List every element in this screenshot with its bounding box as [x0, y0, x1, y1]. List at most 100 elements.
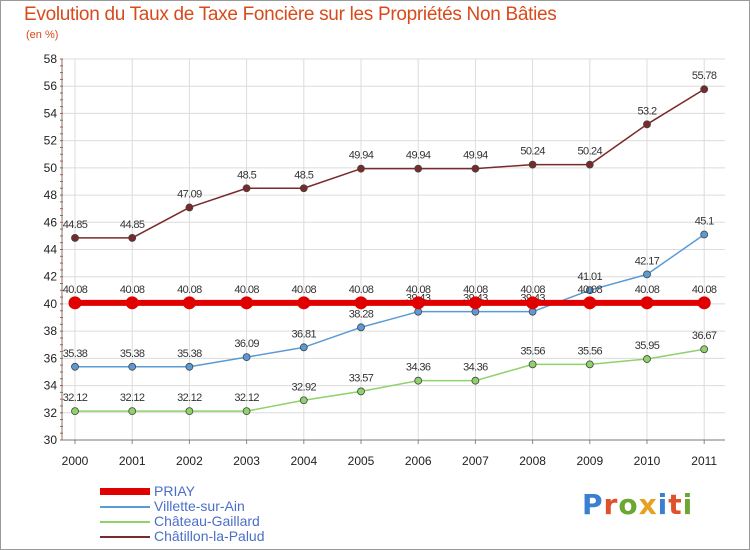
data-point [414, 164, 423, 173]
x-tick-label: 2005 [348, 454, 375, 468]
data-point [128, 234, 137, 242]
data-label: 55.78 [692, 70, 717, 82]
legend-swatch [100, 505, 150, 508]
data-point [71, 234, 79, 242]
data-point [68, 296, 82, 310]
x-tick-label: 2001 [119, 454, 146, 468]
data-label: 32.12 [177, 392, 202, 404]
data-label: 40.08 [692, 284, 717, 296]
data-label: 32.12 [234, 392, 259, 404]
data-label: 40.08 [234, 284, 259, 296]
x-tick-label: 2002 [176, 454, 203, 468]
series-line [75, 233, 705, 368]
y-tick-label: 44 [44, 243, 58, 257]
legend-label: PRIAY [154, 483, 195, 499]
logo-letter: t [668, 488, 683, 521]
data-point [414, 376, 423, 385]
data-label: 47.09 [177, 188, 202, 200]
data-point [242, 407, 251, 416]
data-point [468, 296, 482, 310]
x-tick-label: 2003 [233, 454, 260, 468]
legend-item: Châtillon-la-Palud [100, 529, 265, 544]
data-label: 45.1 [695, 216, 714, 228]
x-tick-label: 2006 [405, 454, 432, 468]
data-point [71, 362, 79, 371]
legend-item: PRIAY [100, 484, 265, 499]
data-point [297, 296, 311, 310]
data-label: 40.08 [578, 284, 603, 296]
y-tick-label: 38 [44, 324, 58, 338]
data-label: 32.92 [292, 381, 317, 393]
data-label: 42.17 [635, 255, 660, 267]
data-point [700, 230, 709, 239]
legend-swatch [100, 535, 150, 538]
data-label: 33.57 [349, 372, 374, 384]
data-label: 49.94 [406, 150, 431, 162]
x-tick-label: 2008 [519, 454, 546, 468]
data-label: 34.36 [463, 362, 488, 374]
data-label: 35.95 [635, 340, 660, 352]
data-point [643, 120, 651, 129]
data-label: 44.85 [63, 219, 88, 231]
data-point [643, 355, 651, 363]
y-tick-label: 58 [44, 52, 58, 66]
data-point [411, 296, 425, 310]
data-label: 40.08 [120, 284, 145, 296]
data-label: 35.56 [520, 345, 545, 357]
data-point [471, 376, 480, 385]
y-tick-label: 30 [44, 433, 58, 447]
data-label: 35.38 [63, 348, 88, 360]
data-point [299, 343, 308, 352]
y-tick-label: 32 [44, 406, 58, 420]
data-label: 40.08 [520, 284, 545, 296]
data-label: 35.56 [578, 345, 603, 357]
legend-item: Château-Gaillard [100, 514, 265, 529]
data-label: 50.24 [578, 146, 603, 158]
data-point [185, 407, 194, 416]
data-point [528, 360, 537, 369]
data-label: 40.08 [177, 284, 202, 296]
data-point [185, 203, 194, 212]
data-label: 50.24 [520, 146, 545, 158]
legend-swatch [100, 520, 150, 523]
data-point [354, 296, 368, 310]
data-point [128, 362, 137, 371]
data-label: 40.08 [635, 284, 660, 296]
y-tick-label: 48 [44, 188, 58, 202]
data-label: 32.12 [120, 392, 145, 404]
x-tick-label: 2009 [576, 454, 603, 468]
y-tick-label: 56 [44, 79, 58, 93]
x-tick-label: 2004 [290, 454, 317, 468]
logo-letter: o [618, 488, 639, 521]
legend-label: Château-Gaillard [154, 513, 260, 529]
x-tick-label: 2010 [634, 454, 661, 468]
data-label: 35.38 [120, 348, 145, 360]
data-point [357, 323, 365, 332]
series-line [75, 348, 705, 412]
x-tick-label: 2007 [462, 454, 489, 468]
data-label: 40.08 [463, 284, 488, 296]
y-tick-label: 40 [44, 297, 58, 311]
data-label: 40.08 [63, 284, 88, 296]
data-label: 48.5 [294, 169, 313, 181]
logo-letter: i [657, 488, 669, 521]
y-tick-label: 52 [44, 134, 58, 148]
data-label: 41.01 [578, 271, 603, 283]
y-tick-label: 36 [44, 351, 58, 365]
legend-item: Villette-sur-Ain [100, 499, 265, 514]
data-point [700, 85, 709, 94]
data-point [182, 296, 196, 310]
proxiti-logo: Proxiti [582, 488, 693, 521]
data-point [697, 296, 711, 310]
y-tick-label: 50 [44, 161, 58, 175]
data-label: 38.28 [349, 308, 374, 320]
data-point [242, 353, 251, 362]
data-point [299, 396, 308, 405]
logo-letter: r [603, 488, 619, 521]
logo-letter: x [638, 488, 658, 521]
data-point [700, 345, 709, 354]
data-label: 36.67 [692, 330, 717, 342]
data-point [242, 184, 251, 193]
data-point [128, 407, 137, 416]
